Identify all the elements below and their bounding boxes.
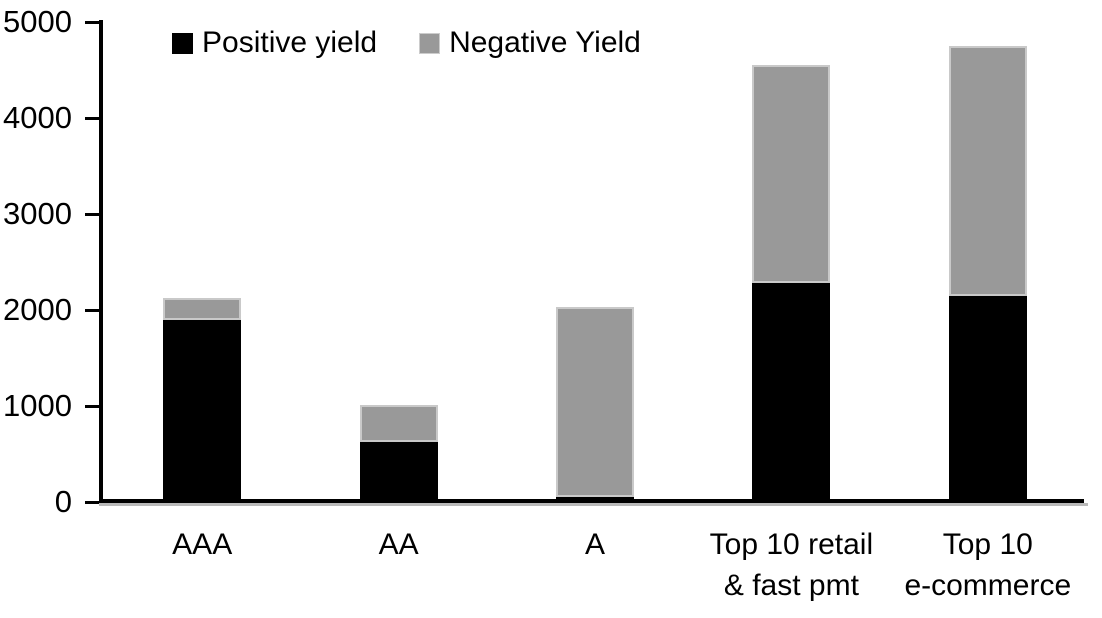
y-tick-mark-4000 bbox=[85, 117, 101, 120]
legend-label: Positive yield bbox=[202, 26, 378, 59]
legend-item-positive-yield: Positive yield bbox=[172, 26, 377, 60]
y-axis-line bbox=[99, 20, 103, 504]
bar-segment-positive-yield-top-10 bbox=[948, 295, 1027, 502]
y-tick-mark-3000 bbox=[85, 213, 101, 216]
y-tick-label-1000: 1000 bbox=[3, 388, 72, 423]
legend-swatch-icon bbox=[172, 32, 193, 54]
bar-segment-negative-yield-top-10 bbox=[948, 46, 1027, 296]
x-category-label-aa: AA bbox=[378, 528, 419, 561]
bar-segment-positive-yield-aaa bbox=[163, 319, 242, 502]
y-tick-mark-2000 bbox=[85, 309, 101, 312]
x-category-label-a: A bbox=[584, 528, 605, 561]
bar-segment-positive-yield-a bbox=[556, 497, 634, 502]
y-tick-label-3000: 3000 bbox=[3, 196, 72, 231]
y-tick-label-2000: 2000 bbox=[3, 292, 72, 327]
bar-segment-negative-yield-aaa bbox=[163, 298, 242, 320]
y-tick-mark-1000 bbox=[85, 405, 101, 408]
bar-segment-negative-yield-top-10-retail bbox=[752, 65, 831, 284]
x-category-label-top-10: Top 10 e-commerce bbox=[904, 528, 1072, 602]
chart-legend: Positive yield Negative Yield bbox=[172, 26, 641, 60]
bar-segment-positive-yield-top-10-retail bbox=[752, 283, 831, 502]
legend-item-negative-yield: Negative Yield bbox=[419, 26, 641, 60]
y-tick-label-5000: 5000 bbox=[3, 4, 72, 39]
y-tick-label-0: 0 bbox=[54, 484, 72, 519]
bar-segment-positive-yield-aa bbox=[359, 442, 438, 502]
y-tick-mark-5000 bbox=[85, 21, 101, 24]
legend-label: Negative Yield bbox=[449, 26, 641, 59]
bar-segment-negative-yield-a bbox=[556, 307, 634, 498]
x-category-label-top-10-retail: Top 10 retail & fast pmt bbox=[709, 528, 874, 602]
legend-swatch-icon bbox=[419, 32, 441, 54]
x-axis-shadow bbox=[99, 503, 1088, 506]
y-tick-mark-0 bbox=[85, 501, 101, 504]
y-tick-label-4000: 4000 bbox=[3, 100, 72, 135]
bar-segment-negative-yield-aa bbox=[359, 405, 438, 443]
x-category-label-aaa: AAA bbox=[172, 528, 233, 561]
